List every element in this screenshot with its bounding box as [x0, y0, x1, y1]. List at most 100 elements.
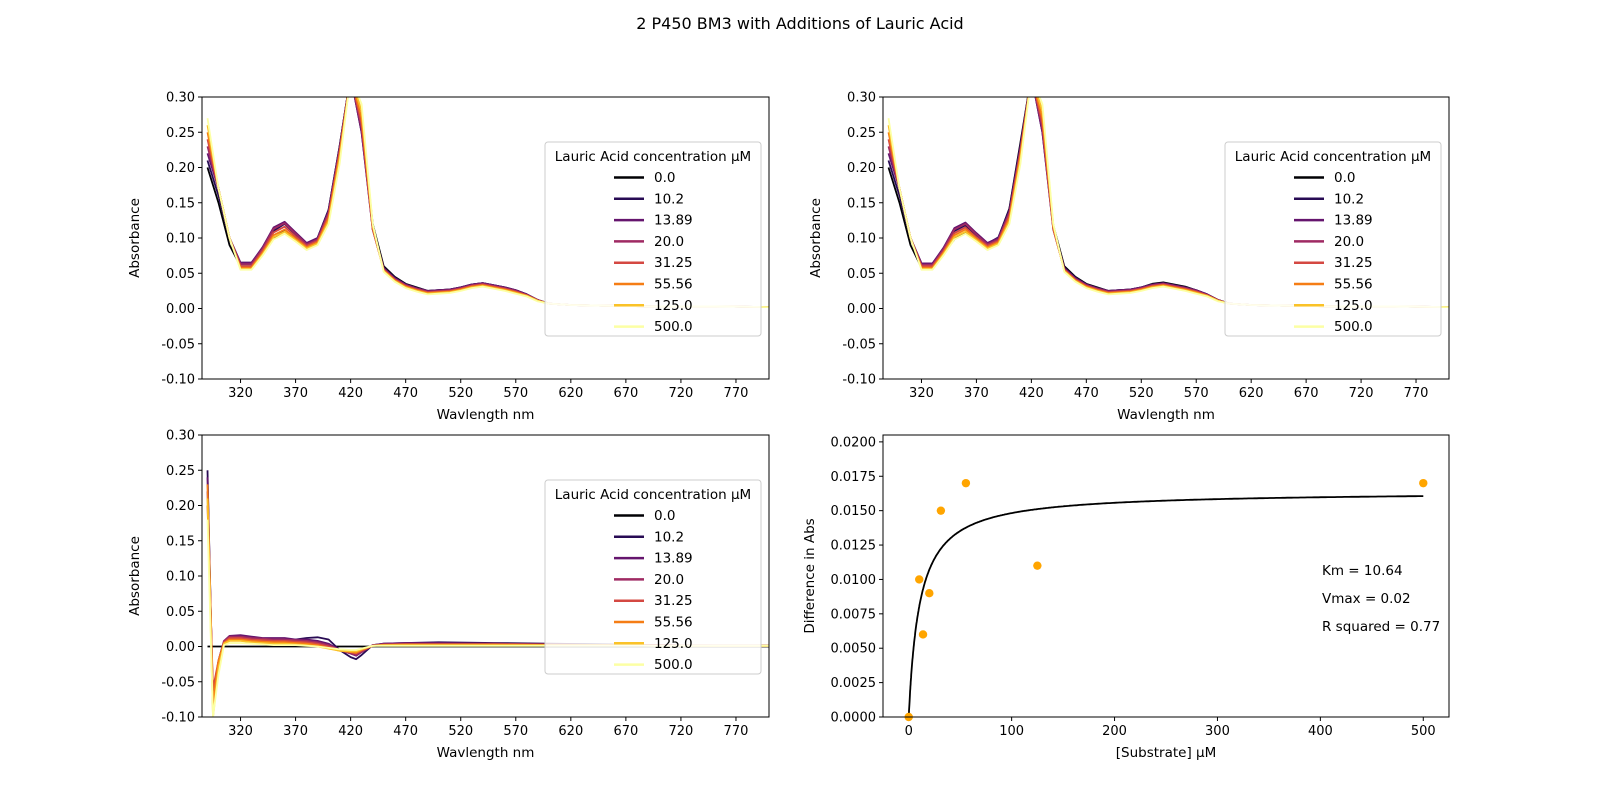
legend-label-500.0: 500.0 — [1334, 319, 1373, 335]
panel2-ytick-label: -0.05 — [161, 675, 195, 690]
panel2-ylabel: Absorbance — [127, 536, 143, 616]
panel2-ytick-label: 0.30 — [166, 429, 195, 444]
series-line-500.0 — [206, 519, 769, 717]
legend-label-13.89: 13.89 — [1334, 213, 1373, 229]
panel0-xtick-label: 470 — [393, 386, 418, 401]
panel1-series-group — [887, 97, 1449, 308]
panel0-xtick-label: 420 — [338, 386, 363, 401]
panel2-ytick-label: 0.20 — [166, 499, 195, 514]
panel3-xtick-label: 400 — [1308, 724, 1333, 739]
panel2-xtick-label: 370 — [283, 724, 308, 739]
legend-label-20.0: 20.0 — [654, 234, 684, 250]
panel0-xtick-label: 570 — [503, 386, 528, 401]
panel3-frame — [882, 434, 1450, 718]
panel1-ytick-label: 0.05 — [847, 267, 876, 282]
panel1-xtick-label: 770 — [1404, 386, 1429, 401]
panel1-xtick-label: 720 — [1349, 386, 1374, 401]
panel1-ytick-label: 0.25 — [847, 126, 876, 141]
panel0-xtick-label: 370 — [283, 386, 308, 401]
data-point — [936, 506, 946, 515]
legend-label-0.0: 0.0 — [1334, 170, 1355, 186]
legend-label-10.2: 10.2 — [1334, 191, 1364, 207]
panel1-xtick-label: 470 — [1074, 386, 1099, 401]
panel2-xtick-label: 670 — [613, 724, 638, 739]
legend-label-31.25: 31.25 — [654, 593, 693, 609]
panel0-ytick-label: -0.05 — [161, 337, 195, 352]
panel3-ytick-label: 0.0025 — [831, 676, 877, 691]
panel0-ytick-label: 0.00 — [166, 302, 195, 317]
panel3-ytick-label: 0.0125 — [831, 539, 877, 554]
series-line-500.0 — [206, 97, 769, 308]
panel0-ytick-label: 0.05 — [166, 267, 195, 282]
legend-box — [544, 479, 762, 675]
panel3-xtick-label: 0 — [905, 724, 913, 739]
panel1-legend: Lauric Acid concentration µM 0.0 10.2 13.89… — [1224, 141, 1442, 337]
legend-label-55.56: 55.56 — [1334, 277, 1373, 293]
panel1-ytick-label: 0.30 — [847, 91, 876, 106]
panel0-ytick-label: 0.20 — [166, 161, 195, 176]
data-point — [925, 588, 934, 598]
legend-label-500.0: 500.0 — [654, 657, 693, 673]
panel3-xtick-label: 100 — [999, 724, 1024, 739]
legend-label-20.0: 20.0 — [1334, 234, 1364, 250]
legend-label-55.56: 55.56 — [654, 615, 693, 631]
panel2-ytick-label: 0.00 — [166, 640, 195, 655]
panel3-ytick-label: 0.0175 — [831, 470, 877, 485]
spectra-panel-top-left: 320 370 420 470 520 570 620 670 720 770 -0.10 -0.05… — [161, 91, 770, 401]
legend-label-13.89: 13.89 — [654, 213, 693, 229]
data-point — [915, 575, 924, 584]
legend-label-125.0: 125.0 — [654, 298, 693, 314]
r-squared-annotation: R squared = 0.77 — [1322, 619, 1440, 635]
panel1-ylabel: Absorbance — [808, 198, 824, 278]
legend-label-0.0: 0.0 — [654, 170, 675, 186]
panel2-ytick-label: 0.05 — [166, 605, 195, 620]
panel3-xtick-label: 500 — [1411, 724, 1436, 739]
panel0-xtick-label: 770 — [724, 386, 749, 401]
panel2-ytick-label: -0.10 — [161, 711, 195, 726]
panel3-ytick-label: 0.0150 — [831, 504, 877, 519]
panel3-ylabel: Difference in Abs — [802, 518, 818, 633]
panel0-xtick-label: 520 — [448, 386, 473, 401]
panel1-ytick-label: 0.10 — [847, 232, 876, 247]
panel3-xtick-label: 300 — [1205, 724, 1230, 739]
panel0-ytick-label: 0.25 — [166, 126, 195, 141]
panel1-xtick-label: 670 — [1294, 386, 1319, 401]
panel2-xtick-label: 520 — [448, 724, 473, 739]
legend-label-13.89: 13.89 — [654, 551, 693, 567]
panel0-frame — [201, 96, 770, 380]
data-point — [1033, 561, 1042, 570]
panel1-ytick-label: -0.10 — [842, 373, 876, 388]
panel0-ylabel: Absorbance — [127, 198, 143, 278]
panel0-ytick-label: -0.10 — [161, 373, 195, 388]
legend-label-0.0: 0.0 — [654, 508, 675, 524]
panel2-xtick-label: 770 — [724, 724, 749, 739]
panel0-xtick-label: 670 — [613, 386, 638, 401]
panel3-xlabel: [Substrate] µM — [1116, 745, 1217, 761]
figure-title: 2 P450 BM3 with Additions of Lauric Acid — [636, 14, 963, 33]
panel3-ytick-label: 0.0100 — [831, 573, 877, 588]
difference-spectra-panel: 320 370 420 470 520 570 620 670 720 770 -0.10 -0.05… — [161, 429, 770, 739]
data-point — [961, 478, 971, 488]
panel3-ytick-label: 0.0075 — [831, 607, 877, 622]
panel0-xlabel: Wavlength nm — [437, 407, 535, 423]
panel0-series-group — [206, 97, 769, 308]
panel1-frame — [882, 96, 1450, 380]
panel0-legend: Lauric Acid concentration µM 0.0 10.2 13.89… — [544, 141, 762, 337]
panel2-series-group — [206, 470, 769, 717]
panel1-xtick-label: 520 — [1129, 386, 1154, 401]
panel1-xtick-label: 320 — [909, 386, 934, 401]
panel0-ytick-label: 0.30 — [166, 91, 195, 106]
panel2-frame — [201, 434, 770, 718]
panel0-xtick-label: 320 — [228, 386, 253, 401]
legend-title: Lauric Acid concentration µM — [1235, 149, 1431, 165]
panel1-xtick-label: 570 — [1184, 386, 1209, 401]
panel2-ytick-label: 0.10 — [166, 570, 195, 585]
panel0-ytick-label: 0.15 — [166, 196, 195, 211]
panel1-xtick-label: 370 — [964, 386, 989, 401]
panel2-ytick-label: 0.25 — [166, 464, 195, 479]
panel2-legend: Lauric Acid concentration µM 0.0 10.2 13.89… — [544, 479, 762, 675]
data-point — [1419, 478, 1428, 488]
panel3-ytick-label: 0.0200 — [831, 435, 877, 450]
panel2-xtick-label: 420 — [338, 724, 363, 739]
panel2-xtick-label: 470 — [393, 724, 418, 739]
